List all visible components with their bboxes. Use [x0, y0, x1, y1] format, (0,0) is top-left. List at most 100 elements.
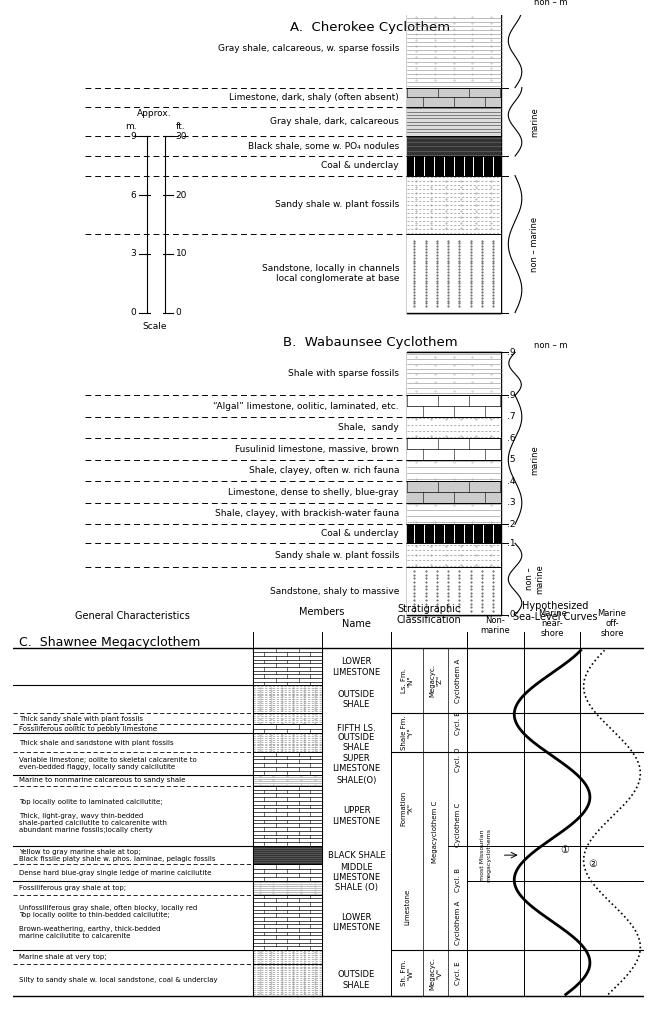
Text: m.: m. — [125, 122, 137, 131]
Bar — [253, 774, 322, 786]
Text: Non-
marine: Non- marine — [480, 616, 510, 635]
Text: .5: .5 — [507, 455, 515, 464]
Text: OUTSIDE
SHALE: OUTSIDE SHALE — [338, 971, 375, 990]
Bar — [407, 235, 500, 312]
Bar — [253, 881, 322, 895]
Text: 9: 9 — [131, 132, 136, 141]
Text: Gray shale, dark, calcareous: Gray shale, dark, calcareous — [270, 117, 399, 126]
Text: Coal & underclay: Coal & underclay — [322, 530, 399, 538]
Text: 6: 6 — [131, 191, 136, 200]
Text: marine: marine — [530, 445, 539, 475]
Text: Cyclothem A: Cyclothem A — [454, 901, 460, 944]
Bar — [407, 136, 500, 156]
Text: Sh. Fm.
"W": Sh. Fm. "W" — [400, 960, 413, 987]
Text: Shale with sparse fossils: Shale with sparse fossils — [288, 369, 399, 378]
Bar — [407, 417, 500, 439]
Text: Marine shale at very top;: Marine shale at very top; — [20, 954, 107, 960]
Text: Unfossiliferous gray shale, often blocky, locally red
Top locally oolite to thin: Unfossiliferous gray shale, often blocky… — [20, 906, 198, 939]
Text: Sandy shale w. plant fossils: Sandy shale w. plant fossils — [275, 551, 399, 560]
Text: “Algal” limestone, oolitic, laminated, etc.: “Algal” limestone, oolitic, laminated, e… — [213, 401, 399, 410]
Bar — [253, 685, 322, 713]
Text: Fossiliferous oolitic to pebbly limestone: Fossiliferous oolitic to pebbly limeston… — [20, 726, 157, 732]
Text: Cyclothem A: Cyclothem A — [454, 658, 460, 703]
Bar — [407, 88, 500, 107]
Bar — [407, 9, 500, 88]
Text: .4: .4 — [507, 477, 515, 485]
Text: Cycl. E: Cycl. E — [454, 961, 460, 985]
Text: Black shale, some w. PO₄ nodules: Black shale, some w. PO₄ nodules — [248, 142, 399, 151]
Text: most Missourian
megacyclothems: most Missourian megacyclothems — [480, 828, 491, 883]
Text: Marine to nonmarine calcareous to sandy shale: Marine to nonmarine calcareous to sandy … — [20, 777, 186, 784]
Bar — [407, 9, 500, 312]
Text: Limestone, dark, shaly (often absent): Limestone, dark, shaly (often absent) — [229, 93, 399, 102]
Text: 20: 20 — [176, 191, 187, 200]
Text: LOWER
LIMESTONE: LOWER LIMESTONE — [333, 657, 381, 676]
Text: ②: ② — [589, 859, 597, 869]
Bar — [407, 481, 500, 502]
Text: .9: .9 — [507, 348, 515, 357]
Bar — [253, 895, 322, 950]
Bar — [253, 752, 322, 774]
Text: MIDDLE
LIMESTONE: MIDDLE LIMESTONE — [333, 863, 381, 883]
Text: Thick shale and sandstone with plant fossils: Thick shale and sandstone with plant fos… — [20, 740, 174, 745]
Bar — [253, 713, 322, 724]
Text: C.  Shawnee Megacyclothem: C. Shawnee Megacyclothem — [20, 637, 201, 649]
Text: BLACK SHALE: BLACK SHALE — [328, 850, 385, 859]
Text: .1: .1 — [507, 539, 515, 548]
Bar — [407, 156, 500, 176]
Bar — [253, 724, 322, 733]
Text: non –
marine: non – marine — [525, 564, 544, 594]
Bar — [407, 460, 500, 481]
Bar — [253, 733, 322, 752]
Text: Sandy shale w. plant fossils: Sandy shale w. plant fossils — [275, 200, 399, 209]
Bar — [253, 786, 322, 846]
Bar — [407, 567, 500, 615]
Text: Ls. Fm.
"N": Ls. Fm. "N" — [400, 668, 413, 694]
Text: OUTSIDE
SHALE: OUTSIDE SHALE — [338, 733, 375, 752]
Text: non – marine: non – marine — [530, 216, 539, 272]
Bar — [407, 353, 500, 395]
Bar — [407, 353, 500, 615]
Text: Members: Members — [299, 607, 344, 617]
Text: Formation
"X": Formation "X" — [400, 791, 413, 826]
Text: Thick sandy shale with plant fossils: Thick sandy shale with plant fossils — [20, 716, 143, 722]
Text: Megacyclothem C: Megacyclothem C — [432, 801, 439, 862]
Text: .0: .0 — [507, 611, 515, 620]
Bar — [253, 864, 322, 881]
Text: B.  Wabaunsee Cyclothem: B. Wabaunsee Cyclothem — [283, 336, 458, 349]
Text: SUPER
LIMESTONE: SUPER LIMESTONE — [333, 753, 381, 773]
Text: SHALE (O): SHALE (O) — [335, 884, 378, 893]
Text: Cyclothem C: Cyclothem C — [454, 803, 460, 847]
Text: non – m: non – m — [534, 0, 568, 7]
Text: General Characteristics: General Characteristics — [75, 612, 190, 621]
Text: Fusulinid limestone, massive, brown: Fusulinid limestone, massive, brown — [235, 445, 399, 454]
Bar — [407, 107, 500, 136]
Text: 3: 3 — [131, 250, 136, 259]
Text: OUTSIDE
SHALE: OUTSIDE SHALE — [338, 690, 375, 709]
Text: Top locally oolite to laminated calcilutite;

Thick, light-gray, wavy thin-bedde: Top locally oolite to laminated calcilut… — [20, 799, 167, 833]
Text: 0: 0 — [176, 308, 181, 317]
Bar — [407, 502, 500, 525]
Text: Cycl. D: Cycl. D — [454, 747, 460, 771]
Text: Coal & underclay: Coal & underclay — [322, 162, 399, 170]
Text: Approx.: Approx. — [137, 108, 172, 117]
Text: 0: 0 — [131, 308, 136, 317]
Text: 30: 30 — [176, 132, 187, 141]
Bar — [407, 543, 500, 567]
Text: .9: .9 — [507, 391, 515, 400]
Text: .3: .3 — [507, 498, 515, 508]
Text: Name: Name — [342, 619, 371, 629]
Bar — [407, 395, 500, 417]
Text: .2: .2 — [507, 520, 515, 529]
Text: Megacyc.
"Z": Megacyc. "Z" — [429, 664, 442, 698]
Bar — [253, 950, 322, 964]
Text: Limestone, dense to shelly, blue-gray: Limestone, dense to shelly, blue-gray — [228, 487, 399, 496]
Text: .6: .6 — [507, 434, 515, 443]
Text: Shale, clayey, with brackish-water fauna: Shale, clayey, with brackish-water fauna — [215, 509, 399, 518]
Bar — [253, 964, 322, 996]
Text: Scale: Scale — [142, 321, 167, 331]
Text: Sandstone, shaly to massive: Sandstone, shaly to massive — [270, 586, 399, 595]
Text: A.  Cherokee Cyclothem: A. Cherokee Cyclothem — [291, 21, 450, 34]
Text: Shale, clayey, often w. rich fauna: Shale, clayey, often w. rich fauna — [248, 466, 399, 475]
Text: SHALE(O): SHALE(O) — [337, 775, 377, 785]
